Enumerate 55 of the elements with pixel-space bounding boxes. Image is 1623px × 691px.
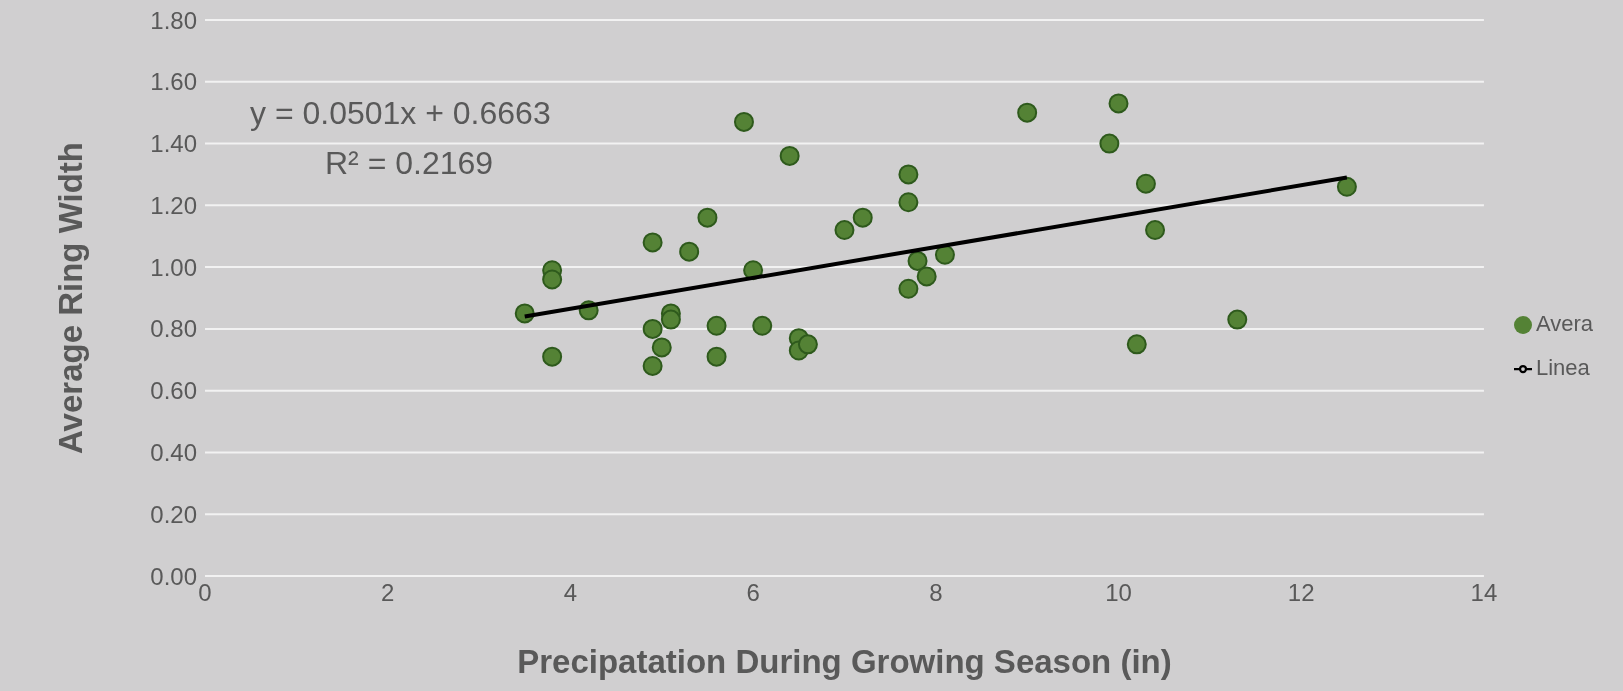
point <box>642 355 663 376</box>
x-tick-label: 0 <box>198 579 212 607</box>
point <box>651 337 672 358</box>
point <box>542 269 563 290</box>
point <box>797 334 818 355</box>
y-tick-label: 0.60 <box>150 377 197 405</box>
point <box>898 278 919 299</box>
x-tick-label: 12 <box>1287 579 1315 607</box>
point <box>642 232 663 253</box>
x-tick-label: 6 <box>746 579 760 607</box>
y-axis-title: Average Ring Width <box>51 141 89 455</box>
y-tick-label: 0.80 <box>150 315 197 343</box>
x-tick-label: 10 <box>1105 579 1132 607</box>
x-axis-title: Precipatation During Growing Season (in) <box>517 643 1172 680</box>
legend-label: Avera <box>1535 310 1593 336</box>
point <box>834 220 855 241</box>
y-tick-label: 0.40 <box>150 438 197 466</box>
annotation: R² = 0.2169 <box>325 145 494 182</box>
y-tick-label: 1.60 <box>150 68 197 96</box>
point <box>1135 173 1156 194</box>
point <box>898 164 919 185</box>
point <box>1145 220 1166 241</box>
point <box>733 111 754 132</box>
point <box>916 266 937 287</box>
point <box>697 207 718 228</box>
point <box>660 309 681 330</box>
point <box>752 315 773 336</box>
y-tick-label: 0.00 <box>150 562 197 590</box>
y-tick-label: 1.20 <box>150 191 197 219</box>
point <box>907 250 928 271</box>
point <box>706 346 727 367</box>
point <box>898 192 919 213</box>
point <box>679 241 700 262</box>
point <box>934 244 955 265</box>
point <box>779 145 800 166</box>
x-tick-label: 14 <box>1470 579 1498 607</box>
point <box>1108 93 1129 114</box>
x-tick-label: 4 <box>563 579 578 607</box>
point <box>1227 309 1248 330</box>
point <box>642 318 663 339</box>
point <box>1099 133 1120 154</box>
annotation: y = 0.0501x + 0.6663 <box>250 95 551 132</box>
point <box>852 207 873 228</box>
y-tick-label: 0.20 <box>150 500 197 528</box>
legend-label: Linea <box>1535 354 1590 380</box>
x-tick-label: 8 <box>929 579 943 607</box>
y-tick-label: 1.00 <box>150 253 197 281</box>
point <box>1017 102 1038 123</box>
y-tick-label: 1.80 <box>150 6 197 34</box>
point <box>542 346 563 367</box>
x-tick-label: 2 <box>381 579 395 607</box>
y-tick-label: 1.40 <box>150 130 197 158</box>
point <box>706 315 727 336</box>
point <box>1336 176 1357 197</box>
point <box>1126 334 1147 355</box>
